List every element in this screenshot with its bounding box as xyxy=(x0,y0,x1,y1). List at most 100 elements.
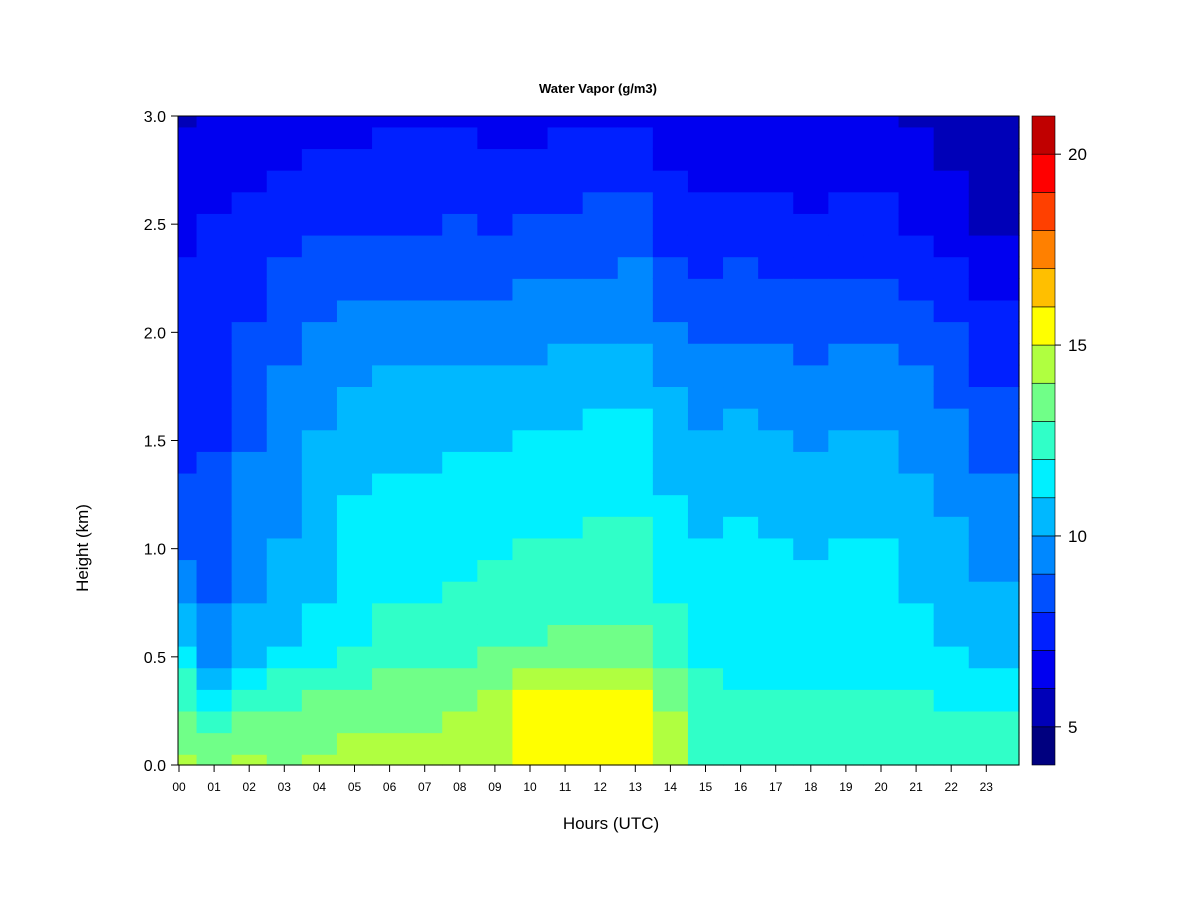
heatmap-cell xyxy=(617,602,654,625)
heatmap-cell xyxy=(407,321,443,344)
heatmap-cell xyxy=(547,559,584,582)
heatmap-cell xyxy=(617,126,654,150)
heatmap-cell xyxy=(178,754,198,766)
heatmap-cell xyxy=(758,191,794,214)
heatmap-cell xyxy=(968,516,1020,539)
x-tick-label: 08 xyxy=(453,780,467,794)
heatmap-cell xyxy=(512,278,549,301)
heatmap-cell xyxy=(372,494,408,517)
heatmap-cell xyxy=(582,191,619,214)
heatmap-cell xyxy=(547,386,584,409)
heatmap-cell xyxy=(968,170,1020,193)
x-tick-label: 02 xyxy=(243,780,257,794)
heatmap-cell xyxy=(758,116,794,128)
heatmap-cell xyxy=(793,213,829,236)
heatmap-field xyxy=(178,116,1020,766)
heatmap-cell xyxy=(652,581,689,604)
heatmap-cell xyxy=(231,710,268,734)
heatmap-cell xyxy=(687,602,724,625)
heatmap-cell xyxy=(863,408,900,431)
heatmap-cell xyxy=(968,148,1020,171)
heatmap-cell xyxy=(266,170,303,193)
heatmap-cell xyxy=(723,278,759,301)
heatmap-cell xyxy=(723,624,759,647)
heatmap-cell xyxy=(687,429,724,452)
heatmap-cell xyxy=(372,754,408,766)
heatmap-cell xyxy=(231,234,268,258)
heatmap-cell xyxy=(372,278,408,301)
heatmap-cell xyxy=(301,191,338,214)
heatmap-cell xyxy=(336,116,373,128)
heatmap-cell xyxy=(372,429,408,452)
heatmap-cell xyxy=(687,732,724,755)
heatmap-cell xyxy=(652,516,689,539)
heatmap-cell xyxy=(582,581,619,604)
heatmap-cell xyxy=(933,278,970,301)
x-tick-label: 12 xyxy=(594,780,608,794)
heatmap-cell xyxy=(336,408,373,431)
heatmap-cell xyxy=(372,299,408,323)
heatmap-cell xyxy=(547,667,584,690)
heatmap-cell xyxy=(301,408,338,431)
heatmap-cell xyxy=(933,116,970,128)
x-tick-label: 06 xyxy=(383,780,397,794)
heatmap-cell xyxy=(723,191,759,214)
heatmap-cell xyxy=(758,602,794,625)
heatmap-cell xyxy=(336,343,373,366)
heatmap-cell xyxy=(231,343,268,366)
heatmap-cell xyxy=(512,386,549,409)
heatmap-cell xyxy=(231,581,268,604)
heatmap-cell xyxy=(828,451,865,474)
x-tick-label: 11 xyxy=(559,780,572,794)
heatmap-cell xyxy=(231,364,268,388)
heatmap-cell xyxy=(793,299,829,323)
heatmap-cell xyxy=(301,364,338,388)
heatmap-cell xyxy=(231,321,268,344)
heatmap-cell xyxy=(828,234,865,258)
heatmap-cell xyxy=(793,710,829,734)
colorbar: 5 10 15 20 xyxy=(1031,115,1087,766)
heatmap-cell xyxy=(407,494,443,517)
heatmap-cell xyxy=(266,429,303,452)
heatmap-cell xyxy=(652,234,689,258)
heatmap-cell xyxy=(547,126,584,150)
heatmap-cell xyxy=(687,537,724,561)
heatmap-cell xyxy=(547,408,584,431)
heatmap-cell xyxy=(231,451,268,474)
colorbar-swatch xyxy=(1031,535,1056,575)
heatmap-cell xyxy=(687,256,724,279)
heatmap-cell xyxy=(372,667,408,690)
heatmap-cell xyxy=(547,537,584,561)
heatmap-cell xyxy=(477,386,514,409)
heatmap-cell xyxy=(582,299,619,323)
heatmap-cell xyxy=(687,710,724,734)
heatmap-cell xyxy=(968,213,1020,236)
heatmap-cell xyxy=(652,256,689,279)
heatmap-cell xyxy=(828,299,865,323)
heatmap-cell xyxy=(178,451,198,474)
heatmap-cell xyxy=(617,213,654,236)
heatmap-cell xyxy=(301,646,338,669)
heatmap-cell xyxy=(442,451,478,474)
heatmap-cell xyxy=(898,256,935,279)
heatmap-cell xyxy=(723,581,759,604)
x-tick-label: 13 xyxy=(629,780,643,794)
heatmap-cell xyxy=(407,278,443,301)
heatmap-cell xyxy=(372,321,408,344)
heatmap-cell xyxy=(898,299,935,323)
heatmap-cell xyxy=(477,364,514,388)
x-tick-label: 03 xyxy=(278,780,292,794)
heatmap-cell xyxy=(828,408,865,431)
heatmap-cell xyxy=(582,537,619,561)
heatmap-cell xyxy=(442,116,478,128)
heatmap-cell xyxy=(968,646,1020,669)
heatmap-cell xyxy=(442,321,478,344)
heatmap-cell xyxy=(582,386,619,409)
heatmap-cell xyxy=(442,494,478,517)
heatmap-cell xyxy=(933,256,970,279)
heatmap-cell xyxy=(758,408,794,431)
heatmap-cell xyxy=(442,754,478,766)
heatmap-cell xyxy=(512,472,549,496)
heatmap-cell xyxy=(196,516,233,539)
heatmap-cell xyxy=(968,732,1020,755)
